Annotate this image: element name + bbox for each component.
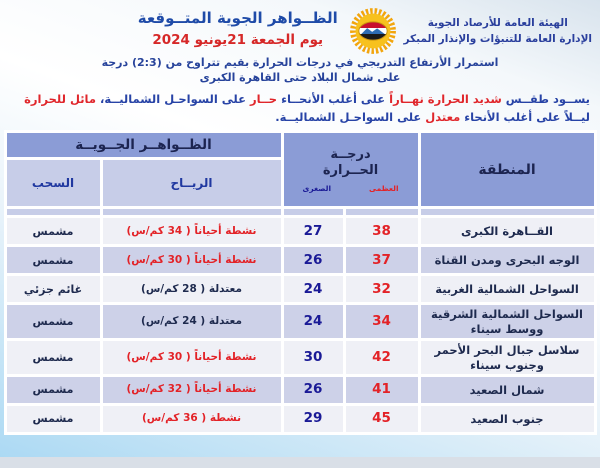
clouds-cell: مشمس [6, 341, 100, 374]
agency-block: الهيئة العامة للأرصاد الجوية الإدارة الع… [348, 6, 592, 56]
forecast-table: المنطقة درجــة الحــرارة العظمى الصغرى ا… [3, 130, 597, 435]
temp-min-cell: 29 [283, 405, 343, 432]
clouds-cell: مشمس [6, 305, 100, 339]
column-header-temperature: درجــة الحــرارة العظمى الصغرى [283, 133, 418, 207]
agency-name-line1: الهيئة العامة للأرصاد الجوية [427, 16, 568, 29]
agency-names: الهيئة العامة للأرصاد الجوية الإدارة الع… [404, 15, 592, 48]
bulletin-segment: شديد الحرارة نهــاراً [385, 91, 502, 106]
table-row: شمال الصعيد 41 26 نشطة أحياناً ( 32 كم/س) مش… [6, 376, 594, 403]
clouds-cell: مشمس [6, 405, 100, 432]
table-row: السواحل الشمالية الغربية 32 24 معتدلة ( 28 … [6, 276, 594, 303]
agency-name-line2: الإدارة العامة للتنبؤات والإنذار المبكر [403, 33, 592, 45]
bulletin-segment: حــار [245, 91, 278, 106]
region-cell: الوجه البحرى ومدن القناة [420, 247, 594, 274]
header-spacer-row [6, 209, 594, 216]
page-header: الهيئة العامة للأرصاد الجوية الإدارة الع… [0, 0, 600, 54]
title-block: الظــواهر الجوية المتــوقعة يوم الجمعة 2… [8, 6, 348, 48]
temp-min-cell: 24 [283, 305, 343, 339]
bulletin-segment: على السواحـل الشماليــة. [275, 109, 422, 124]
table-row: السواحل الشمالية الشرقية ووسط سيناء 34 24 م… [6, 305, 594, 339]
table-row: جنوب الصعيد 45 29 نشطة ( 36 كم/س) مشمس [6, 405, 594, 432]
wind-cell: نشطة أحياناً ( 30 كم/س) [102, 247, 281, 274]
temp-max-cell: 42 [345, 341, 418, 374]
wind-cell: نشطة أحياناً ( 32 كم/س) [102, 376, 281, 403]
bulletin-segment: على السواحـل الشماليــة، [95, 91, 246, 106]
temperature-trend-summary: استمرار الأرتفاع التدريجي في درجات الحرا… [0, 55, 600, 86]
temp-min-cell: 24 [283, 276, 343, 303]
temp-min-cell: 26 [283, 376, 343, 403]
table-row: القــاهرة الكبرى 38 27 نشطة أحياناً ( 34 كم… [6, 218, 594, 245]
temperature-subheaders: العظمى الصغرى [284, 184, 418, 193]
temp-max-cell: 41 [345, 376, 418, 403]
sun-emblem-graphic [349, 8, 396, 54]
bulletin-segment: يســود طقــس [501, 91, 590, 106]
wind-cell: معتدلة ( 24 كم/س) [102, 305, 281, 339]
column-header-phenomena: الظــواهــر الجــويــة [6, 133, 281, 158]
temp-max-cell: 32 [345, 276, 418, 303]
temperature-header-line2: الحــرارة [322, 162, 379, 178]
column-header-temp-min: الصغرى [302, 183, 332, 193]
table-row: سلاسل جبال البحر الأحمر وجنوب سيناء 42 30 ن… [6, 341, 594, 374]
footer-strip [0, 457, 600, 468]
region-cell: السواحل الشمالية الشرقية ووسط سيناء [420, 305, 594, 339]
bulletin-segment: على أغلب الأنحــاء [277, 91, 386, 106]
clouds-cell: مشمس [6, 247, 100, 274]
wind-cell: معتدلة ( 28 كم/س) [102, 276, 281, 303]
weather-bulletin-text: يســود طقــس شديد الحرارة نهــاراً على أ… [10, 91, 590, 127]
page-title: الظــواهر الجوية المتــوقعة [137, 9, 338, 27]
region-cell: سلاسل جبال البحر الأحمر وجنوب سيناء [420, 341, 594, 374]
column-header-clouds: السحب [6, 160, 100, 207]
bulletin-segment: معتدل [421, 109, 461, 124]
temp-min-cell: 26 [283, 247, 343, 274]
column-header-wind: الريــاح [102, 160, 281, 207]
temp-max-cell: 45 [345, 405, 418, 432]
meteorology-authority-logo-icon [348, 6, 398, 56]
region-cell: جنوب الصعيد [420, 405, 594, 432]
temperature-header-line1: درجــة [330, 147, 371, 163]
temp-min-cell: 27 [283, 218, 343, 245]
bulletin-segment: مائل للحرارة [24, 91, 96, 106]
forecast-date: يوم الجمعة 21يونيو 2024 [152, 32, 324, 48]
table-row: الوجه البحرى ومدن القناة 37 26 نشطة أحياناً… [6, 247, 594, 274]
region-cell: شمال الصعيد [420, 376, 594, 403]
wind-cell: نشطة أحياناً ( 30 كم/س) [102, 341, 281, 374]
clouds-cell: مشمس [6, 218, 100, 245]
column-header-temp-max: العظمى [369, 183, 399, 193]
clouds-cell: غائم جزئي [6, 276, 100, 303]
wind-cell: نشطة ( 36 كم/س) [102, 405, 281, 432]
summary-line2: على شمال البلاد حتى القاهرة الكبرى [199, 71, 401, 85]
bulletin-segment: ليــلاً على أغلب الأنحاء [460, 109, 590, 124]
temp-max-cell: 37 [345, 247, 418, 274]
region-cell: القــاهرة الكبرى [420, 218, 594, 245]
temp-min-cell: 30 [283, 341, 343, 374]
temp-max-cell: 34 [345, 305, 418, 339]
clouds-cell: مشمس [6, 376, 100, 403]
region-cell: السواحل الشمالية الغربية [420, 276, 594, 303]
column-header-region: المنطقة [420, 133, 594, 207]
temp-max-cell: 38 [345, 218, 418, 245]
wind-cell: نشطة أحياناً ( 34 كم/س) [102, 218, 281, 245]
summary-line1: استمرار الأرتفاع التدريجي في درجات الحرا… [101, 56, 499, 69]
